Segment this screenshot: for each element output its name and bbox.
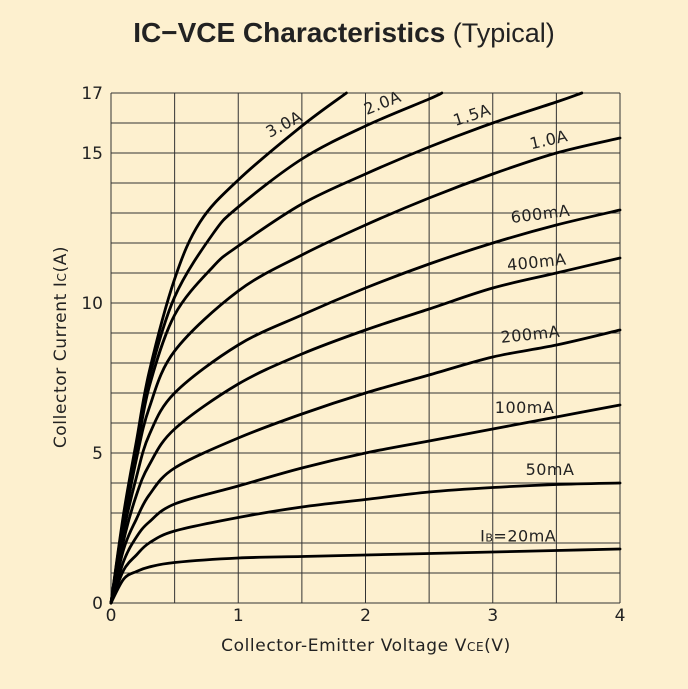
y-tick-label: 10: [81, 294, 103, 314]
series-label: IB=20mA: [480, 526, 556, 545]
series-line: [109, 91, 348, 605]
series-line: [109, 256, 622, 605]
y-tick-label: 15: [81, 144, 103, 164]
y-axis-label: Collector Current IC(A): [51, 246, 71, 448]
y-tick-label: 0: [92, 594, 103, 614]
series-label: 1.0A: [528, 126, 570, 153]
y-tick-label: 17: [81, 84, 103, 104]
curves: [109, 91, 622, 605]
chart-title: IC−VCE Characteristics (Typical): [133, 17, 555, 48]
series-label: 400mA: [506, 249, 567, 274]
series-line: [109, 328, 622, 605]
series-line: [109, 481, 622, 605]
series-label: 50mA: [526, 460, 575, 479]
x-tick-label: 0: [106, 606, 117, 626]
series-line: [109, 403, 622, 605]
series-label: 200mA: [500, 322, 561, 347]
x-axis-label: Collector-Emitter Voltage VCE(V): [221, 636, 511, 656]
x-tick-label: 4: [615, 606, 626, 626]
x-tick-label: 1: [233, 606, 244, 626]
x-tick-label: 3: [487, 606, 498, 626]
series-label: 3.0A: [263, 107, 306, 142]
y-tick-label: 5: [92, 444, 103, 464]
series-label: 2.0A: [361, 87, 404, 119]
grid: [110, 92, 621, 604]
series-label: 100mA: [495, 398, 555, 417]
curve-labels: IB=20mA50mA100mA200mA400mA600mA1.0A1.5A2…: [263, 87, 575, 546]
x-tick-label: 2: [360, 606, 371, 626]
series-line: [109, 208, 622, 605]
tick-labels: 0 1 2 3 4 0 5 10 15 17: [81, 84, 625, 626]
series-line: [109, 547, 622, 605]
